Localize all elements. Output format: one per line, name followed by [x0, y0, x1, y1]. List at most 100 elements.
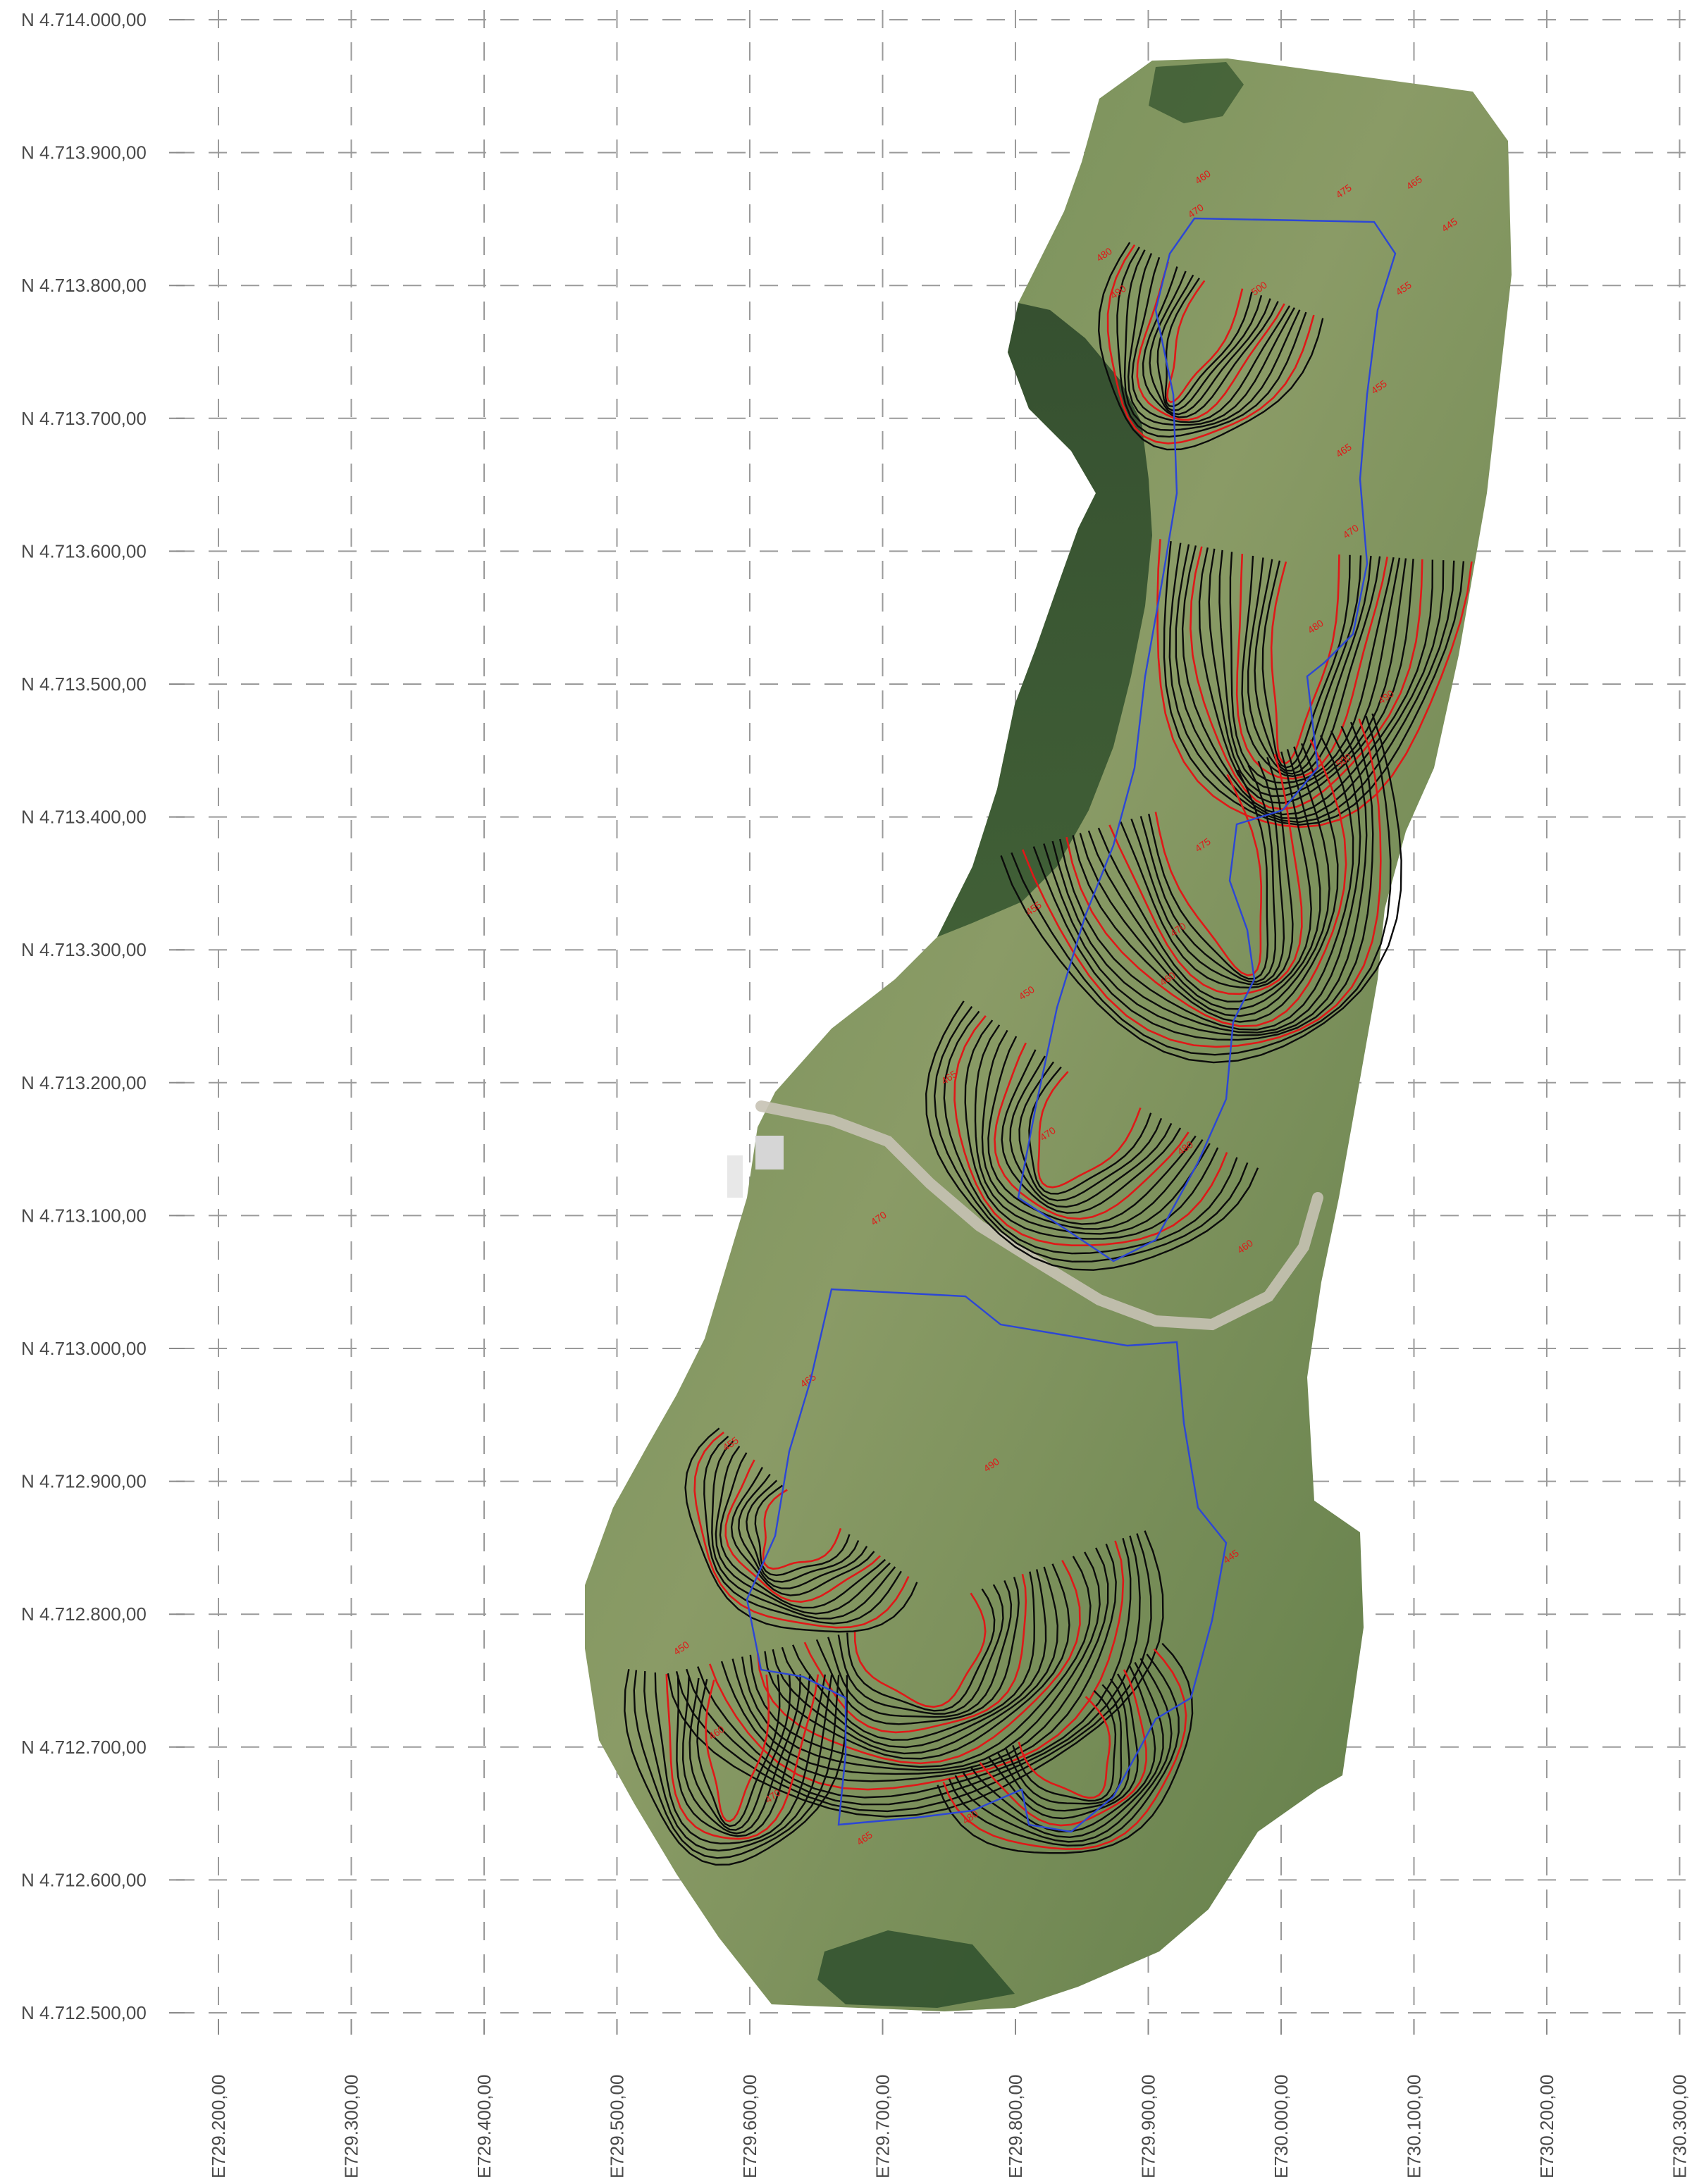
parcel-boundary-line: [1017, 217, 1397, 1262]
contour-line: [1123, 249, 1301, 431]
northing-label: N 4.713.100,00: [21, 1205, 147, 1226]
contour-line: [970, 1665, 1156, 1832]
contour-line: [1181, 545, 1434, 816]
contour-line: [953, 1015, 1228, 1247]
contour-line: [1164, 278, 1253, 408]
contour-line: [994, 1042, 1190, 1220]
northing-axis: N 4.714.000,00 N 4.713.900,00 N 4.713.800,…: [21, 9, 185, 2023]
contour-line: [1247, 555, 1372, 775]
contour-line: [1106, 244, 1315, 445]
contour-line: [1097, 242, 1324, 451]
contour-line: [741, 1551, 1101, 1771]
contour-line: [1149, 271, 1271, 416]
contour-line: [665, 1673, 820, 1840]
contour-line: [837, 1584, 1004, 1715]
contour-line: [746, 1479, 860, 1583]
contour-line: [948, 1653, 1180, 1847]
contour-line: [1120, 757, 1294, 989]
parcel-boundary: [746, 217, 1397, 1833]
contour-line: [1021, 718, 1382, 1048]
contour-line: [815, 1577, 1020, 1725]
contour-line: [846, 1588, 996, 1712]
northing-label: N 4.712.500,00: [21, 2002, 147, 2023]
contour-line: [724, 1459, 882, 1603]
aerial-orthophoto: [585, 58, 1512, 2011]
contour-line: [1108, 754, 1303, 995]
contour-line: [720, 1544, 1117, 1782]
easting-label: E730.100,00: [1404, 2075, 1425, 2178]
easting-label: E729.600,00: [739, 2075, 760, 2178]
forest-patch-south: [817, 1930, 1015, 2008]
contour-line: [1043, 726, 1368, 1036]
contour-line: [943, 1010, 1238, 1255]
contour-line: [1097, 751, 1312, 1003]
contour-line: [1166, 280, 1244, 404]
contour-line: [681, 1674, 801, 1835]
northing-label: N 4.713.300,00: [21, 939, 147, 960]
contour-line: [1012, 1689, 1117, 1802]
contour-line: [693, 1432, 910, 1629]
contour-line: [754, 1484, 851, 1577]
contour-line: [705, 1674, 770, 1823]
contour-line: [772, 1566, 1058, 1755]
contour-line: [1142, 266, 1279, 418]
contour-line: [1065, 739, 1347, 1027]
contour-line: [709, 1540, 1125, 1791]
contour-line: [937, 1642, 1194, 1854]
contour-line: [964, 1019, 1219, 1240]
easting-label: E730.000,00: [1271, 2075, 1292, 2178]
contour-line: [686, 1535, 1141, 1806]
contour-line: [1156, 274, 1263, 411]
easting-label: E729.400,00: [474, 2075, 495, 2178]
contour-line: [1018, 1696, 1111, 1799]
northing-label: N 4.713.800,00: [21, 275, 147, 296]
contour-line: [1005, 1684, 1123, 1805]
contour-line: [1130, 760, 1285, 986]
easting-label: E729.800,00: [1005, 2075, 1026, 2178]
northing-label: N 4.713.200,00: [21, 1072, 147, 1093]
contour-line: [688, 1674, 791, 1831]
northing-label: N 4.712.800,00: [21, 1603, 147, 1625]
contour-line: [1001, 1049, 1182, 1214]
northing-label: N 4.712.600,00: [21, 1869, 147, 1890]
easting-label: E730.300,00: [1669, 2075, 1691, 2178]
contour-line: [1072, 743, 1339, 1023]
northing-label: N 4.712.900,00: [21, 1471, 147, 1492]
contour-line: [643, 1671, 833, 1852]
easting-label: E729.900,00: [1138, 2075, 1159, 2178]
northing-label: N 4.713.000,00: [21, 1338, 147, 1359]
contour-line: [1032, 721, 1374, 1041]
contour-line: [715, 1446, 891, 1615]
northing-label: N 4.713.500,00: [21, 674, 147, 695]
contour-line: [1241, 555, 1381, 778]
easting-label: E730.200,00: [1536, 2075, 1557, 2178]
farm-building: [755, 1136, 784, 1169]
contour-line: [1270, 554, 1340, 764]
easting-label: E729.300,00: [341, 2075, 362, 2178]
parcel-boundary-south: [746, 1288, 1228, 1833]
contour-line: [979, 1669, 1147, 1827]
northing-label: N 4.713.700,00: [21, 408, 147, 429]
northing-label: N 4.712.700,00: [21, 1737, 147, 1758]
contour-line: [1087, 749, 1321, 1010]
contour-line: [1059, 735, 1354, 1031]
contour-line: [1000, 713, 1402, 1064]
contour-line: [1011, 715, 1392, 1056]
contour-line: [1009, 1055, 1173, 1208]
contour-line: [1018, 1061, 1163, 1202]
contour-line: [1229, 552, 1395, 784]
contour-line: [1198, 547, 1414, 804]
northing-label: N 4.714.000,00: [21, 9, 147, 30]
farm-building-roof: [727, 1155, 743, 1198]
contour-line: [1127, 253, 1295, 426]
orthophoto-extent: [585, 58, 1512, 2011]
forest-patch-north: [1149, 62, 1244, 123]
contour-line: [633, 1670, 840, 1859]
contour-line: [719, 1452, 886, 1609]
forest-area: [937, 303, 1152, 937]
contour-line: [684, 1427, 918, 1633]
northing-label: N 4.713.600,00: [21, 540, 147, 561]
contour-line: [1116, 247, 1307, 438]
contour-line: [1139, 764, 1277, 983]
contour-line: [1028, 1066, 1152, 1195]
